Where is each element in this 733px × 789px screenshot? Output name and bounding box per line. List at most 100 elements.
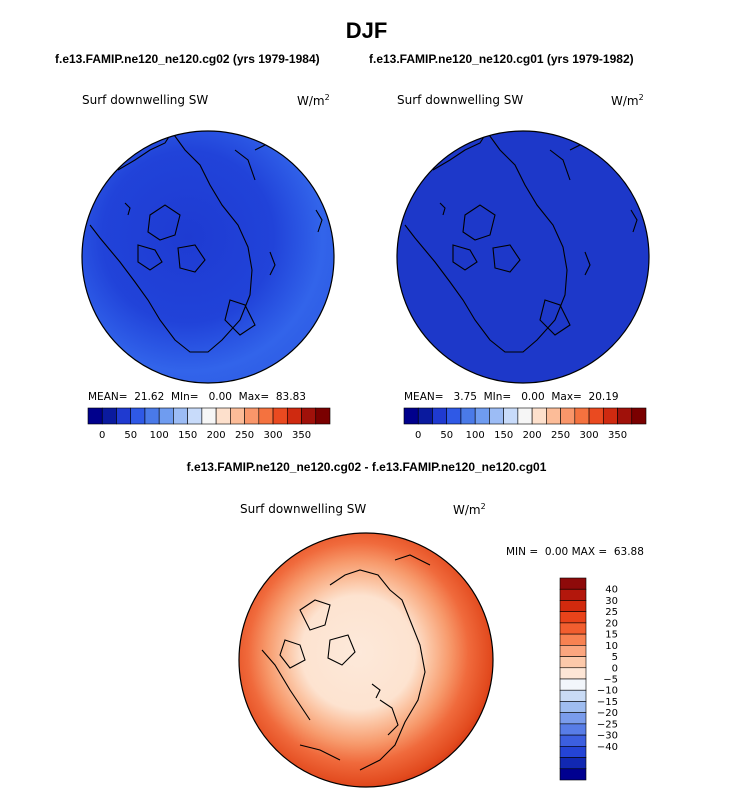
panel2-colorbar-tick-label: 50 [440, 430, 453, 441]
panel3-colorbar-swatch [559, 768, 587, 781]
panel2-colorbar-tick-label: 100 [466, 430, 485, 441]
panel2-colorbar-swatch [560, 407, 576, 425]
panel1-colorbar-swatch [158, 407, 174, 425]
panel1-colorbar-swatch [144, 407, 160, 425]
figure-title: DJF [345, 18, 388, 43]
panel3-colorbar-swatch [559, 600, 587, 612]
panel1-colorbar-tick-label: 350 [292, 430, 311, 441]
panel1-units-label: W/m2 [297, 93, 330, 108]
panel3-colorbar-swatch [559, 746, 587, 758]
panel3-colorbar-swatch [559, 667, 587, 680]
panel1-colorbar-swatch [315, 407, 331, 425]
panel3-colorbar-swatch [559, 656, 587, 669]
panel1-colorbar-tick-label: 150 [178, 430, 197, 441]
panel3-colorbar-swatch [559, 611, 587, 624]
right-case-subtitle: f.e13.FAMIP.ne120_ne120.cg01 (yrs 1979-1… [369, 52, 634, 66]
panel3-colorbar-tick-label: −5 [603, 675, 618, 686]
panel3-colorbar-tick-label: 20 [605, 618, 618, 629]
panel1-colorbar-swatch [301, 407, 317, 425]
panel3-colorbar-swatch [559, 633, 587, 646]
panel3-colorbar-swatch [559, 645, 587, 657]
panel3-units-label: W/m2 [453, 502, 486, 517]
panel3-colorbar-swatch [559, 588, 587, 601]
panel1-colorbar: 0 50 100 150 200 250 300 350 [87, 407, 331, 441]
panel2-units-label: W/m2 [611, 93, 644, 108]
left-case-subtitle: f.e13.FAMIP.ne120_ne120.cg02 (yrs 1979-1… [55, 52, 320, 66]
panel2-colorbar-tick-label: 350 [608, 430, 627, 441]
panel3-colorbar-swatch [559, 712, 587, 725]
panel1-colorbar-swatch [286, 407, 302, 425]
panel2-colorbar-tick-label: 300 [580, 430, 599, 441]
panel2-colorbar-tick-label: 150 [494, 430, 513, 441]
panel1-colorbar-swatch [130, 407, 146, 425]
panel2-colorbar-swatch [489, 407, 504, 425]
panel3-colorbar-tick-label: −40 [597, 742, 618, 753]
panel2-colorbar-swatch [631, 407, 647, 425]
panel1-colorbar-swatch [215, 407, 231, 425]
panel3-colorbar-tick-label: −15 [597, 697, 618, 708]
panel2-colorbar-swatch [588, 407, 604, 425]
panel2-map [396, 130, 650, 384]
panel3-stats: MIN = 0.00 MAX = 63.88 [506, 546, 644, 558]
panel2-colorbar-swatch [417, 407, 433, 425]
panel1-colorbar-tick-label: 100 [150, 430, 169, 441]
panel2-colorbar-swatch [531, 407, 547, 425]
panel3-colorbar-tick-label: 5 [612, 652, 618, 663]
panel3-colorbar-swatch [559, 723, 587, 736]
panel3-colorbar-tick-label: 25 [605, 607, 618, 618]
panel2-colorbar-swatch [460, 407, 476, 425]
panel3-colorbar-tick-label: 15 [605, 630, 618, 641]
panel3-colorbar-swatch [559, 757, 587, 770]
panel1-colorbar-swatch [258, 407, 274, 425]
panel3-colorbar-swatch [559, 577, 587, 590]
panel1-colorbar-swatch [173, 407, 188, 425]
panel2-colorbar-swatch [602, 407, 618, 425]
panel1-colorbar-swatch [230, 407, 245, 425]
diff-case-subtitle: f.e13.FAMIP.ne120_ne120.cg02 - f.e13.FAM… [186, 460, 547, 474]
panel2-colorbar-swatch [474, 407, 490, 425]
panel3-colorbar-swatch [559, 678, 587, 691]
panel3-colorbar-tick-label: 30 [605, 596, 618, 607]
panel1-colorbar-swatch [116, 407, 132, 425]
panel3-colorbar-swatch [559, 622, 587, 635]
panel3-map [238, 532, 494, 788]
panel1-colorbar-swatch [187, 407, 203, 425]
panel2-colorbar-swatch [517, 407, 533, 425]
panel3-colorbar-swatch [559, 701, 587, 713]
panel2-colorbar-swatch [403, 407, 419, 425]
panel1-stats: MEAN= 21.62 MIn= 0.00 Max= 83.83 [88, 391, 306, 403]
panel2-colorbar-swatch [446, 407, 462, 425]
panel2-colorbar-swatch [574, 407, 590, 425]
panel2-colorbar-tick-label: 250 [551, 430, 570, 441]
panel2-colorbar-tick-label: 200 [523, 430, 542, 441]
panel1-colorbar-tick-label: 250 [235, 430, 254, 441]
panel2-colorbar-tick-label: 0 [415, 430, 421, 441]
panel1-map [81, 130, 335, 384]
panel1-colorbar-tick-label: 300 [264, 430, 283, 441]
panel2-colorbar-swatch [432, 407, 448, 425]
panel1-colorbar-tick-label: 200 [207, 430, 226, 441]
panel3-colorbar-swatch [559, 734, 587, 747]
panel1-colorbar-swatch [201, 407, 217, 425]
panel3-colorbar-tick-label: 10 [605, 641, 618, 652]
panel2-stats: MEAN= 3.75 MIn= 0.00 Max= 20.19 [404, 391, 619, 403]
panel3-colorbar-tick-label: −20 [597, 708, 618, 719]
panel2-colorbar-swatch [617, 407, 633, 425]
panel2-variable-label: Surf downwelling SW [397, 93, 524, 107]
panel2-colorbar-swatch [503, 407, 519, 425]
panel2-colorbar: 0 50 100 150 200 250 300 350 [403, 407, 647, 441]
panel3-variable-label: Surf downwelling SW [240, 502, 367, 516]
panel1-variable-label: Surf downwelling SW [82, 93, 209, 107]
panel3-colorbar-tick-label: −25 [597, 719, 618, 730]
panel1-colorbar-swatch [244, 407, 260, 425]
panel1-colorbar-swatch [272, 407, 288, 425]
panel1-colorbar-tick-label: 0 [99, 430, 105, 441]
panel3-colorbar-swatch [559, 689, 587, 702]
panel2-colorbar-swatch [546, 407, 561, 425]
panel3-colorbar-tick-label: −30 [597, 731, 618, 742]
panel1-colorbar-swatch [87, 407, 103, 425]
panel3-colorbar-tick-label: −10 [597, 686, 618, 697]
panel1-colorbar-tick-label: 50 [124, 430, 137, 441]
